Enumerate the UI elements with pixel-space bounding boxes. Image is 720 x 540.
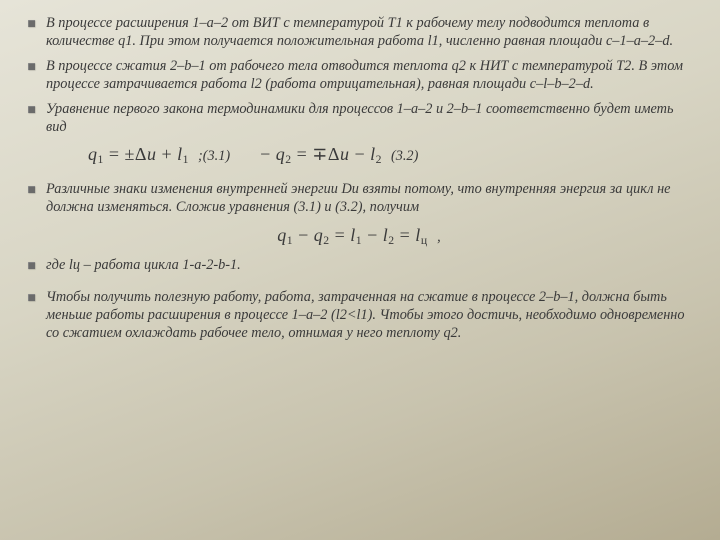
equation-3-1-group: q1 = ±Δu + l1 ;(3.1) — [88, 143, 230, 168]
equation-3-2-label: (3.2) — [391, 148, 418, 164]
bullet-item: где lц – работа цикла 1-a-2-b-1. — [28, 256, 690, 274]
equation-3-1: q1 = ±Δu + l1 — [88, 144, 194, 164]
bullet-text: Уравнение первого закона термодинамики д… — [46, 101, 673, 135]
bullet-item: Различные знаки изменения внутренней эне… — [28, 180, 690, 216]
bullet-text: Чтобы получить полезную работу, работа, … — [46, 289, 685, 341]
equation-3-1-label: ;(3.1) — [198, 148, 230, 164]
equation-sum: q1 − q2 = l1 − l2 = lц — [277, 224, 427, 249]
equation-3-2: − q2 = ∓Δu − l2 — [260, 144, 387, 164]
bullet-text: Различные знаки изменения внутренней эне… — [46, 181, 671, 215]
equation-row-2: q1 − q2 = l1 − l2 = lц , — [28, 224, 690, 249]
bullet-item: В процессе сжатия 2–b–1 от рабочего тела… — [28, 57, 690, 93]
equation-row-1: q1 = ±Δu + l1 ;(3.1) − q2 = ∓Δu − l2 (3.… — [88, 143, 690, 168]
equation-comma: , — [437, 229, 441, 245]
bullet-text: В процессе сжатия 2–b–1 от рабочего тела… — [46, 58, 683, 92]
bullet-item: Уравнение первого закона термодинамики д… — [28, 100, 690, 136]
bullet-item: В процессе расширения 1–a–2 от ВИТ с тем… — [28, 14, 690, 50]
bullet-text: где lц – работа цикла 1-a-2-b-1. — [46, 257, 241, 273]
bullet-text: В процессе расширения 1–a–2 от ВИТ с тем… — [46, 15, 673, 49]
bullet-item: Чтобы получить полезную работу, работа, … — [28, 288, 690, 342]
equation-3-2-group: − q2 = ∓Δu − l2 (3.2) — [260, 143, 418, 168]
